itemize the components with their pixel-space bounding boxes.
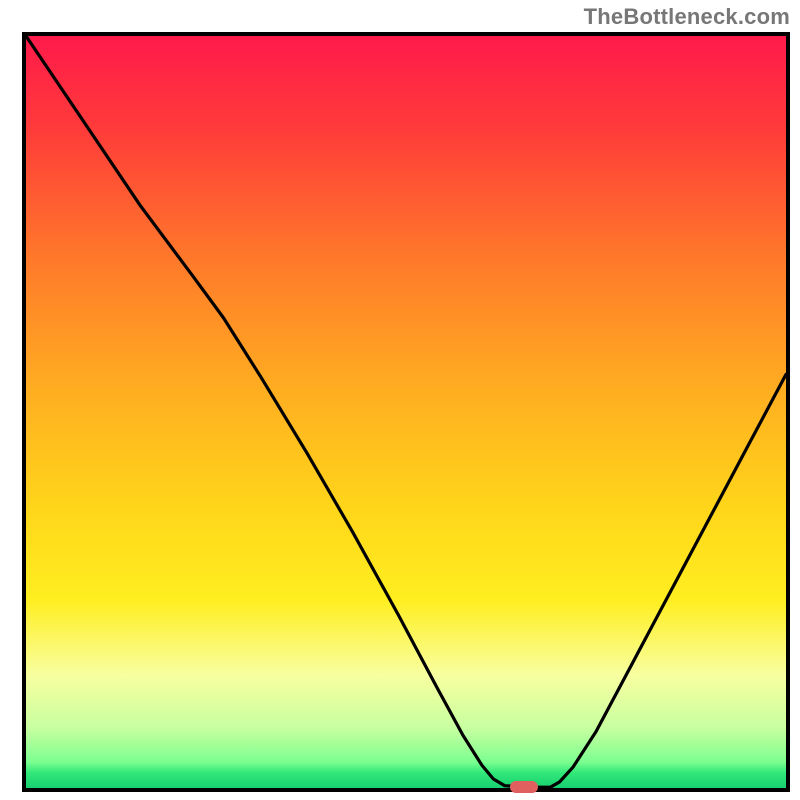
chart-container: TheBottleneck.com — [0, 0, 800, 800]
bottleneck-curve — [0, 0, 800, 800]
optimal-point-marker — [510, 781, 538, 793]
